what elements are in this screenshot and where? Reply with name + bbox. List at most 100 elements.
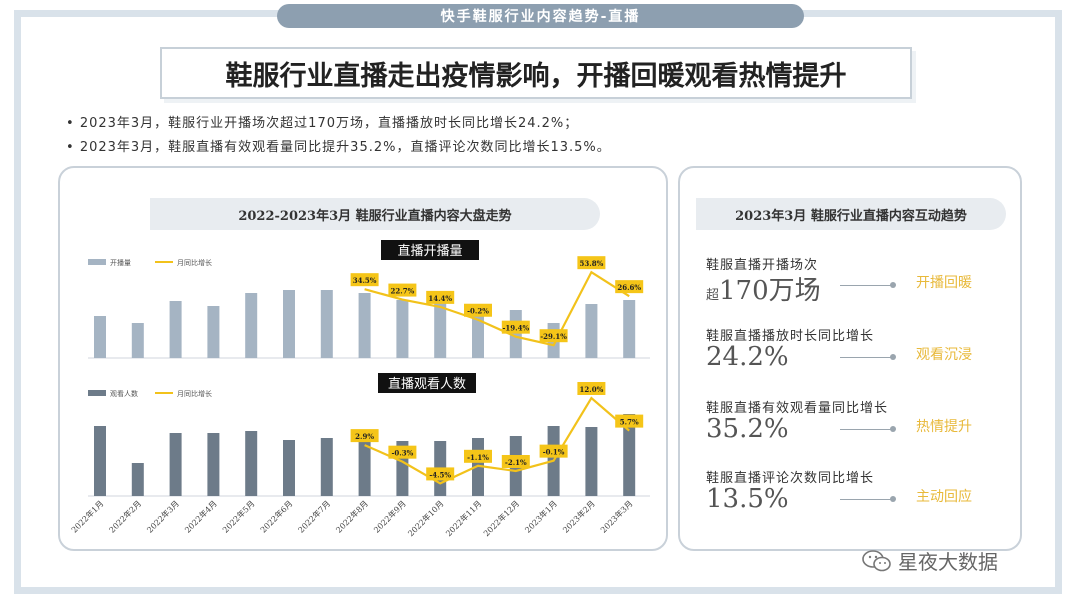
data-label: 34.5% [353, 276, 377, 285]
top-banner: 快手鞋服行业内容趋势-直播 [277, 4, 804, 28]
bar [94, 316, 106, 358]
data-label-bg [426, 290, 455, 304]
data-label: 2.9% [355, 432, 374, 441]
bar [207, 306, 220, 358]
data-label: -19.4% [502, 324, 529, 333]
bar [320, 438, 333, 496]
data-label-bg [388, 283, 417, 297]
bar [245, 293, 258, 358]
stat-dot [890, 282, 896, 288]
data-label: -0.2% [467, 307, 489, 316]
x-tick-label: 2022年6月 [258, 498, 294, 534]
legend-bar-swatch [88, 390, 106, 396]
bar [396, 300, 409, 358]
x-tick-label: 2022年8月 [334, 498, 370, 534]
data-label-bg [539, 329, 568, 343]
data-label-bg [464, 303, 492, 317]
right-panel-title: 2023年3月 鞋服行业直播内容互动趋势 [696, 198, 1006, 230]
stat-connector [840, 357, 892, 358]
data-label: 14.4% [428, 294, 452, 303]
stat-tag: 主动回应 [916, 489, 972, 505]
bar [169, 433, 182, 496]
x-tick-label: 2023年1月 [523, 498, 559, 534]
x-tick-label: 2023年2月 [560, 498, 596, 534]
x-tick-label: 2022年11月 [443, 498, 483, 538]
data-label: 5.7% [620, 418, 639, 427]
data-label-bg [539, 444, 568, 458]
stat-value: 35.2% [706, 414, 789, 444]
bar [169, 301, 182, 358]
x-tick-label: 2023年3月 [598, 498, 634, 534]
data-label-bg [615, 280, 644, 294]
data-label-bg [577, 382, 606, 395]
legend-bar-swatch [88, 259, 106, 265]
data-label: 53.8% [580, 259, 604, 268]
bar [585, 427, 598, 496]
stat-value: 24.2% [706, 342, 789, 372]
data-label-bg [577, 256, 606, 270]
data-label: -1.1% [467, 453, 489, 462]
stat-label: 鞋服直播开播场次 [706, 258, 819, 273]
stat-label: 鞋服直播有效观看量同比增长 [706, 401, 889, 416]
stat-connector [840, 499, 892, 500]
bar [283, 440, 295, 496]
x-tick-label: 2022年3月 [145, 498, 181, 534]
chart-title: 直播开播量 [397, 244, 462, 259]
stat-tag: 观看沉浸 [916, 347, 972, 363]
watermark: 星夜大数据 [862, 546, 998, 575]
x-tick-label: 2022年2月 [107, 498, 143, 534]
bullet-item: • 2023年3月，鞋服直播有效观看量同比提升35.2%，直播评论次数同比增长1… [66, 140, 611, 155]
bar [434, 303, 447, 358]
data-label-bg [501, 320, 530, 334]
data-label-bg [388, 445, 417, 459]
stat-connector [840, 429, 892, 430]
wechat-icon [862, 549, 891, 571]
stat-dot [890, 426, 896, 432]
right-stats-panel: 2023年3月 鞋服行业直播内容互动趋势 鞋服直播开播场次 超170万场 开播回… [678, 166, 1022, 551]
data-label-bg [350, 273, 379, 287]
stat-label: 鞋服直播播放时长同比增长 [706, 329, 875, 344]
x-tick-label: 2022年12月 [481, 498, 521, 538]
x-tick-label: 2022年10月 [406, 498, 446, 538]
data-label-bg [501, 454, 530, 468]
chart-title-bg [378, 373, 476, 393]
legend-line-label: 月同比增长 [177, 258, 212, 267]
data-label: 22.7% [391, 287, 415, 296]
data-label-bg [426, 467, 455, 481]
legend-bar-label: 观看人数 [110, 389, 138, 398]
x-tick-label: 2022年1月 [69, 498, 105, 534]
bar [131, 463, 144, 496]
bar [320, 290, 333, 358]
left-chart-panel: 2022-2023年3月 鞋服行业直播内容大盘走势 直播开播量 开播量 月同比增长 3… [58, 166, 668, 551]
data-label-bg [615, 414, 644, 428]
bar [245, 431, 258, 496]
x-tick-label: 2022年5月 [220, 498, 256, 534]
data-label: -0.3% [392, 449, 414, 458]
x-tick-label: 2022年9月 [371, 498, 407, 534]
bar [623, 300, 636, 358]
data-label: 12.0% [580, 385, 604, 394]
data-label-bg [464, 449, 492, 463]
bar [207, 433, 220, 496]
data-label: -29.1% [540, 332, 567, 341]
legend-line-label: 月同比增长 [177, 389, 212, 398]
bar [623, 414, 636, 496]
headline: 鞋服行业直播走出疫情影响，开播回暖观看热情提升 [160, 47, 912, 99]
stat-tag: 热情提升 [916, 419, 972, 435]
bullet-list: • 2023年3月，鞋服行业开播场次超过170万场，直播播放时长同比增长24.2… [66, 112, 611, 160]
bar [585, 304, 598, 358]
chart-title: 直播观看人数 [388, 376, 466, 392]
bar [131, 323, 144, 358]
stat-dot [890, 354, 896, 360]
bar [94, 426, 106, 496]
stat-label: 鞋服直播评论次数同比增长 [706, 471, 875, 486]
data-label: -0.1% [543, 448, 565, 457]
growth-line [364, 396, 630, 485]
data-label: -4.5% [429, 470, 451, 479]
bullet-item: • 2023年3月，鞋服行业开播场次超过170万场，直播播放时长同比增长24.2… [66, 116, 579, 131]
data-label: -2.1% [505, 458, 527, 467]
legend-bar-label: 开播量 [110, 258, 131, 267]
x-tick-label: 2022年7月 [296, 498, 332, 534]
stat-tag: 开播回暖 [916, 275, 972, 291]
